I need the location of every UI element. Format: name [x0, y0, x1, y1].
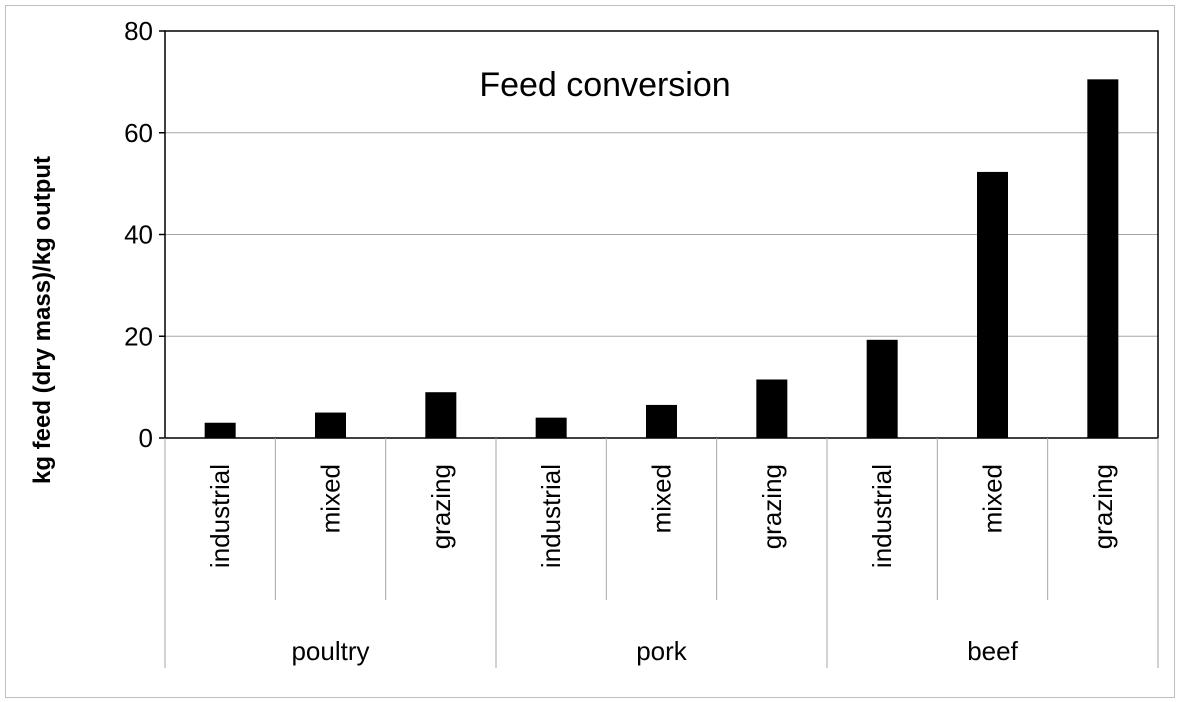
bar — [535, 417, 567, 438]
bar — [756, 379, 788, 438]
y-tick-label: 80 — [124, 16, 153, 46]
chart-frame — [5, 5, 1175, 698]
x-category-label: mixed — [978, 464, 1008, 533]
x-group-label: poultry — [291, 636, 369, 666]
bar — [866, 339, 898, 438]
y-tick-label: 60 — [124, 118, 153, 148]
x-category-label: industrial — [536, 464, 566, 568]
x-group-label: beef — [967, 636, 1018, 666]
chart-title: Feed conversion — [479, 66, 730, 104]
gridlines — [165, 132, 1158, 337]
bars — [204, 79, 1119, 439]
bar — [204, 422, 236, 438]
x-category-label: mixed — [647, 464, 677, 533]
bar — [315, 412, 346, 438]
x-category-label: mixed — [316, 464, 346, 533]
y-axis-ticks: 0 20 40 60 80 — [124, 16, 165, 453]
bar — [646, 404, 677, 438]
y-tick-label: 0 — [139, 423, 153, 453]
x-category-label: grazing — [1088, 464, 1118, 549]
x-category-label: industrial — [867, 464, 897, 568]
x-category-label: grazing — [426, 464, 456, 549]
bar — [425, 392, 457, 438]
x-category-label: grazing — [757, 464, 787, 549]
x-category-label: industrial — [205, 464, 235, 568]
x-axis: industrial mixed grazing industrial mixed gra… — [164, 438, 1159, 668]
x-group-label: pork — [636, 636, 688, 666]
y-tick-label: 40 — [124, 220, 153, 250]
y-axis-label: kg feed (dry mass)/kg output — [29, 156, 56, 484]
bar — [1087, 79, 1119, 439]
y-tick-label: 20 — [124, 321, 153, 351]
bar — [977, 171, 1008, 438]
